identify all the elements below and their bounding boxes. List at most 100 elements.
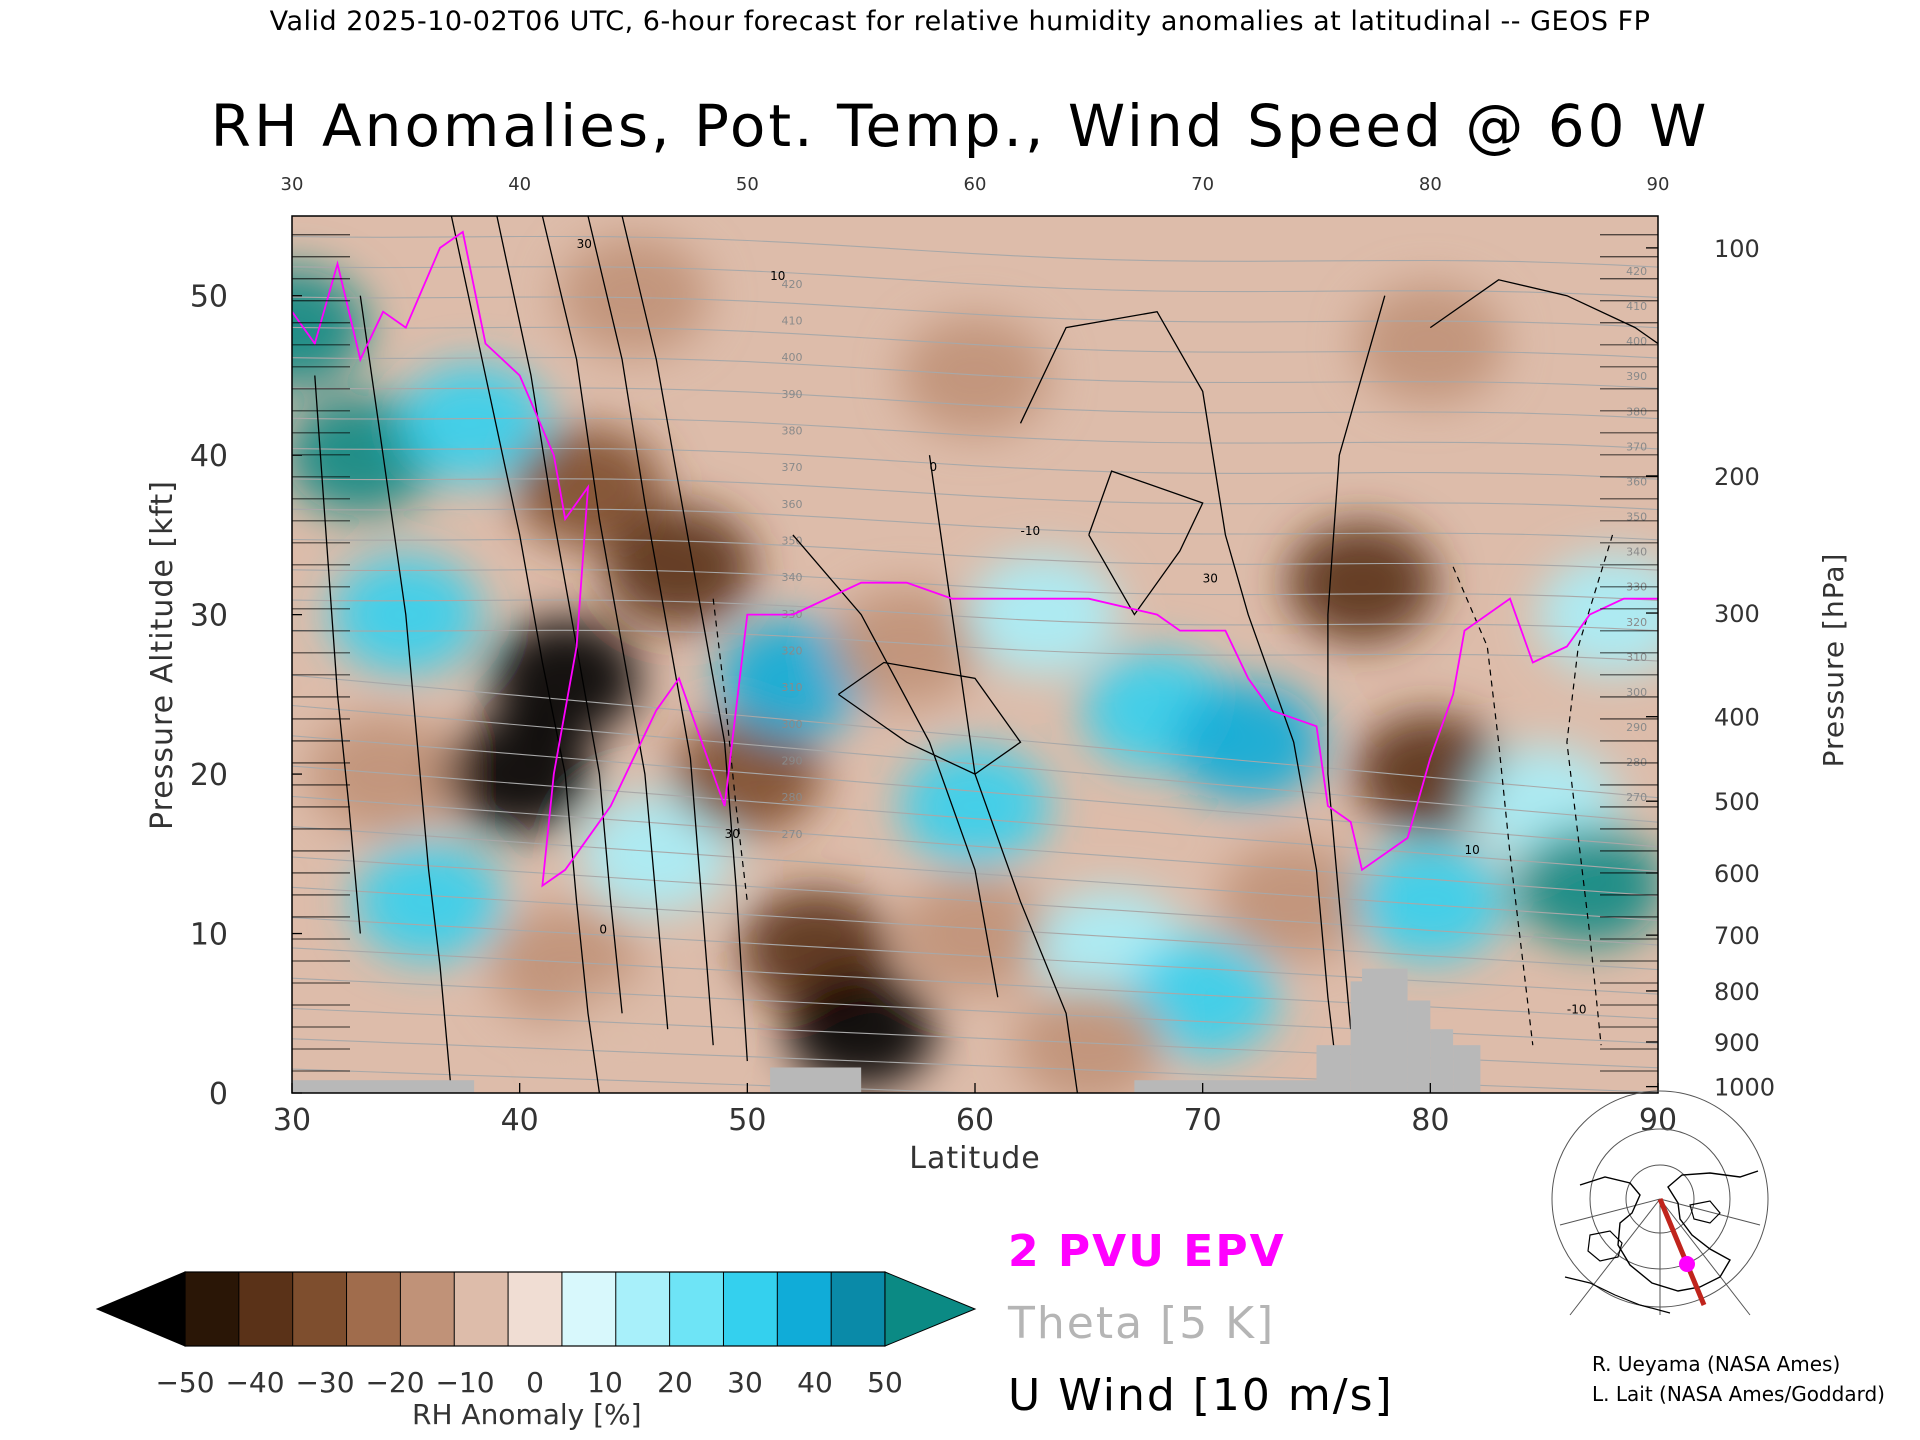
theta-label: 400 [1626,335,1647,348]
rh-anomaly-blob [581,793,732,914]
colorbar-segment [615,1272,671,1346]
theta-label: 370 [1626,440,1647,453]
pressure-tick-label: 700 [1714,922,1760,950]
theta-label: 320 [781,645,802,658]
rh-anomaly-blob [1355,714,1506,835]
u-wind-contour-line [314,375,361,934]
theta-contour-line [292,569,1658,601]
theta-label: 350 [1626,511,1647,524]
pressure-axis: 1002003004005006007008009001000Pressure … [292,234,1850,1102]
rh-anomaly-blob [900,315,1050,436]
colorbar-tick-label: −50 [155,1366,214,1399]
u-wind-contour-line [838,661,1022,775]
rh-anomaly-blob [1173,682,1324,803]
terrain-block [1350,981,1363,1093]
x-top-tick-label: 30 [281,174,304,195]
colorbar-segment [723,1272,778,1346]
theta-label: 410 [1626,300,1647,313]
epv-2pvu-contour [292,230,1658,888]
theta-label: 290 [781,755,802,768]
theta-contour-line [292,296,1658,329]
terrain-block [1362,968,1408,1093]
theta-contour-line [292,1068,991,1093]
theta-contour-line [292,417,1658,450]
theta-contour-line [292,704,1658,823]
theta-contour-line [292,826,1658,922]
colorbar-tick-label: 30 [727,1366,763,1399]
rh-anomaly-blob [490,618,641,739]
x-top-tick-label: 80 [1419,174,1442,195]
colorbar-segment [346,1272,401,1346]
u-wind-contour-line [1327,295,1386,1030]
theta-label: 340 [1626,546,1647,559]
colorbar-under-arrow [95,1271,186,1347]
theta-label: 420 [1626,265,1647,278]
rh-anomaly-blob [1013,985,1164,1093]
y-tick-label: 20 [190,758,228,793]
terrain-block [1407,1000,1431,1093]
y-axis-label: Pressure Altitude [kft] [145,480,180,830]
rh-anomaly-blob [399,363,550,484]
pressure-tick-label: 600 [1714,860,1760,888]
u-wind-contour-line [450,216,601,1093]
colorbar-segment [777,1272,832,1346]
theta-label: 420 [781,278,802,291]
x-tick-label: 30 [273,1103,311,1138]
y-tick-label: 0 [209,1077,228,1112]
theta-contour-line [292,387,1658,420]
colorbar-segment [185,1272,240,1346]
theta-label: 380 [781,424,802,437]
theta-contour-line [292,629,1658,662]
x-tick-label: 80 [1411,1103,1449,1138]
u-wind-label: 10 [770,269,785,283]
u-wind-label: 0 [599,923,607,937]
rh-anomaly-blob [968,554,1119,675]
u-wind-contour-line [541,216,669,1030]
theta-contour-line [292,917,1658,995]
u-wind-contours: 30 10 0 -10 30 10 0 -10 30 [314,216,1658,1093]
u-wind-contour-line [792,534,999,998]
rh-anomaly-blob [900,745,1050,866]
x-top-tick-label: 70 [1191,174,1214,195]
pressure-tick-label: 400 [1714,704,1760,732]
colorbar-tick-label: 40 [797,1366,833,1399]
theta-label: 360 [1626,475,1647,488]
u-wind-label: -10 [1021,524,1041,538]
colorbar-tick-label: 0 [526,1366,544,1399]
terrain-block [292,1080,475,1093]
x-top-tick-label: 90 [1647,174,1670,195]
rh-anomaly-blob [444,714,595,835]
theta-contour-line [292,765,1658,872]
terrain-block [770,1067,862,1093]
terrain-block [1430,1029,1454,1093]
pressure-tick-label: 900 [1714,1029,1760,1057]
u-wind-contour-line [621,216,748,1062]
theta-contour-line [292,357,1658,389]
theta-label: 380 [1626,405,1647,418]
y-tick-label: 50 [190,280,228,315]
u-wind-label: 10 [1464,843,1479,857]
colorbar-segment [292,1272,348,1346]
colorbar-segment [561,1272,617,1346]
colorbar-tick-label: 20 [657,1366,693,1399]
colorbar-tick-label: −30 [295,1366,354,1399]
colorbar-segment [669,1272,724,1346]
theta-label: 320 [1626,616,1647,629]
theta-contour-line [292,235,1658,268]
pressure-tick-label: 800 [1714,978,1760,1006]
credit-line-2: L. Lait (NASA Ames/Goddard) [1592,1382,1885,1406]
x-top-tick-label: 50 [736,174,759,195]
header-caption: Valid 2025-10-02T06 UTC, 6-hour forecast… [269,6,1651,37]
pressure-tick-label: 200 [1714,463,1760,491]
theta-label: 280 [781,791,802,804]
rh-anomaly-blob [900,873,1050,994]
rh-anomaly-blob [717,618,868,739]
x-axis: 30 30 40 40 50 50 60 60 70 70 80 80 90 90 Latitude [273,174,1677,1176]
location-marker [1679,1256,1695,1272]
y-tick-label: 30 [190,599,228,634]
plot-area: 4204204104104004003903903803803703703603… [291,215,1659,1094]
u-wind-label: 30 [577,237,592,251]
theta-contour-line [292,266,1658,298]
u-wind-contour-line [1019,310,1340,1093]
